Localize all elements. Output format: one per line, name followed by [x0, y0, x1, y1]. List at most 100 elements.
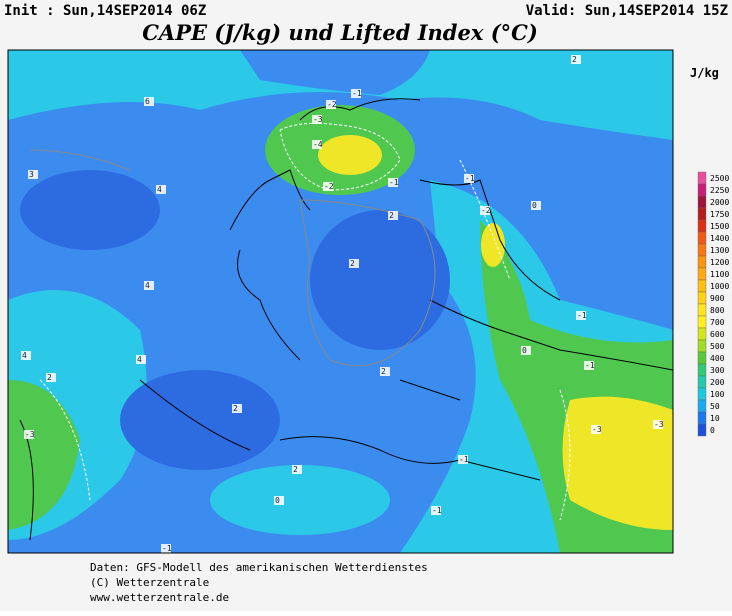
colorbar-label: 0 — [710, 426, 715, 435]
contour-label-bg — [591, 425, 601, 434]
footer-line: www.wetterzentrale.de — [90, 591, 229, 604]
colorbar-label: 400 — [710, 354, 725, 363]
contour-label-bg — [232, 404, 242, 413]
colorbar-label: 800 — [710, 306, 725, 315]
contour-label-bg — [531, 201, 541, 210]
colorbar-cell — [697, 339, 707, 353]
contour-label: 4 — [137, 355, 142, 364]
colorbar-cell — [697, 279, 707, 293]
colorbar-cell — [697, 255, 707, 269]
contour-label: 4 — [145, 281, 150, 290]
colorbar-label: 1100 — [710, 270, 729, 279]
colorbar-cell — [697, 267, 707, 281]
colorbar-label: 100 — [710, 390, 725, 399]
colorbar-label: 900 — [710, 294, 725, 303]
contour-label: -1 — [459, 455, 469, 464]
contour-label-bg — [571, 55, 581, 64]
colorbar-label: 50 — [710, 402, 720, 411]
contour-label: 0 — [275, 496, 280, 505]
contour-label-bg — [292, 465, 302, 474]
colorbar-label: 1500 — [710, 222, 729, 231]
contour-label: -1 — [585, 361, 595, 370]
contour-label: 0 — [532, 201, 537, 210]
colorbar-cell — [697, 387, 707, 401]
contour-label: -2 — [481, 206, 491, 215]
colorbar-label: 200 — [710, 378, 725, 387]
contour-label: 2 — [572, 55, 577, 64]
contour-label: -1 — [389, 178, 399, 187]
contour-label-bg — [312, 140, 322, 149]
colorbar-label: 700 — [710, 318, 725, 327]
colorbar-label: 10 — [710, 414, 720, 423]
contour-label-bg — [161, 544, 171, 553]
contour-label-bg — [584, 361, 594, 370]
colorbar-cell — [697, 231, 707, 245]
contour-label-bg — [380, 367, 390, 376]
colorbar-label: 1200 — [710, 258, 729, 267]
contour-label: 2 — [47, 373, 52, 382]
contour-label-bg — [464, 174, 474, 183]
contour-label-bg — [46, 373, 56, 382]
colorbar-cell — [697, 291, 707, 305]
colorbar-label: 2500 — [710, 174, 729, 183]
colorbar-cell — [697, 183, 707, 197]
colorbar-cell — [697, 207, 707, 221]
contour-label: -1 — [352, 89, 362, 98]
colorbar-cell — [697, 423, 707, 437]
contour-label-bg — [349, 259, 359, 268]
contour-label-bg — [480, 206, 490, 215]
colorbar: 2500225020001750150014001300120011001000… — [697, 171, 729, 437]
contour-label-bg — [136, 355, 146, 364]
contour-label: -1 — [162, 544, 172, 553]
colorbar-cell — [697, 243, 707, 257]
contour-label-bg — [521, 346, 531, 355]
colorbar-label: 1750 — [710, 210, 729, 219]
contour-label: -2 — [327, 100, 337, 109]
contour-label: 2 — [389, 211, 394, 220]
colorbar-label: 500 — [710, 342, 725, 351]
contour-label-bg — [312, 115, 322, 124]
init-time: Init : Sun,14SEP2014 06Z — [4, 3, 206, 19]
contour-label-bg — [144, 97, 154, 106]
contour-label-bg — [274, 496, 284, 505]
colorbar-cell — [697, 375, 707, 389]
contour-label-bg — [576, 311, 586, 320]
colorbar-cell — [697, 399, 707, 413]
contour-label: 0 — [522, 346, 527, 355]
map: 2 6 3 4 -2 -1 -3 -4 -2 -1 -1 -2 0 2 2 4 4 4 2 -1 -1 -3 -3 -1 0 2 2… — [7, 49, 674, 554]
colorbar-label: 2000 — [710, 198, 729, 207]
colorbar-cell — [697, 219, 707, 233]
contour-label: -2 — [324, 182, 334, 191]
footer-line: (C) Wetterzentrale — [90, 576, 209, 589]
contour-label-bg — [458, 455, 468, 464]
contour-label: -1 — [465, 174, 475, 183]
contour-label: 4 — [22, 351, 27, 360]
contour-label: -4 — [313, 140, 323, 149]
colorbar-cell — [697, 351, 707, 365]
colorbar-cell — [697, 195, 707, 209]
footer-line: Daten: GFS-Modell des amerikanischen Wet… — [90, 561, 428, 574]
contour-label-bg — [28, 170, 38, 179]
title: CAPE (J/kg) und Lifted Index (°C) — [142, 20, 538, 45]
colorbar-cell — [697, 303, 707, 317]
colorbar-label: 1400 — [710, 234, 729, 243]
contour-label: 2 — [293, 465, 298, 474]
contour-label-bg — [653, 420, 663, 429]
contour-label: 2 — [350, 259, 355, 268]
contour-label: -3 — [592, 425, 602, 434]
valid-time: Valid: Sun,14SEP2014 15Z — [526, 3, 728, 19]
contour-label-bg — [326, 100, 336, 109]
colorbar-cell — [697, 315, 707, 329]
colorbar-label: 2250 — [710, 186, 729, 195]
contour-label: -3 — [25, 430, 35, 439]
contour-label-bg — [351, 89, 361, 98]
contour-label-bg — [388, 211, 398, 220]
contour-label-bg — [431, 506, 441, 515]
legend-unit: J/kg — [690, 66, 719, 80]
contour-label: 4 — [157, 185, 162, 194]
colorbar-cell — [697, 171, 707, 185]
colorbar-label: 300 — [710, 366, 725, 375]
contour-label: -1 — [432, 506, 442, 515]
contour-label-bg — [21, 351, 31, 360]
